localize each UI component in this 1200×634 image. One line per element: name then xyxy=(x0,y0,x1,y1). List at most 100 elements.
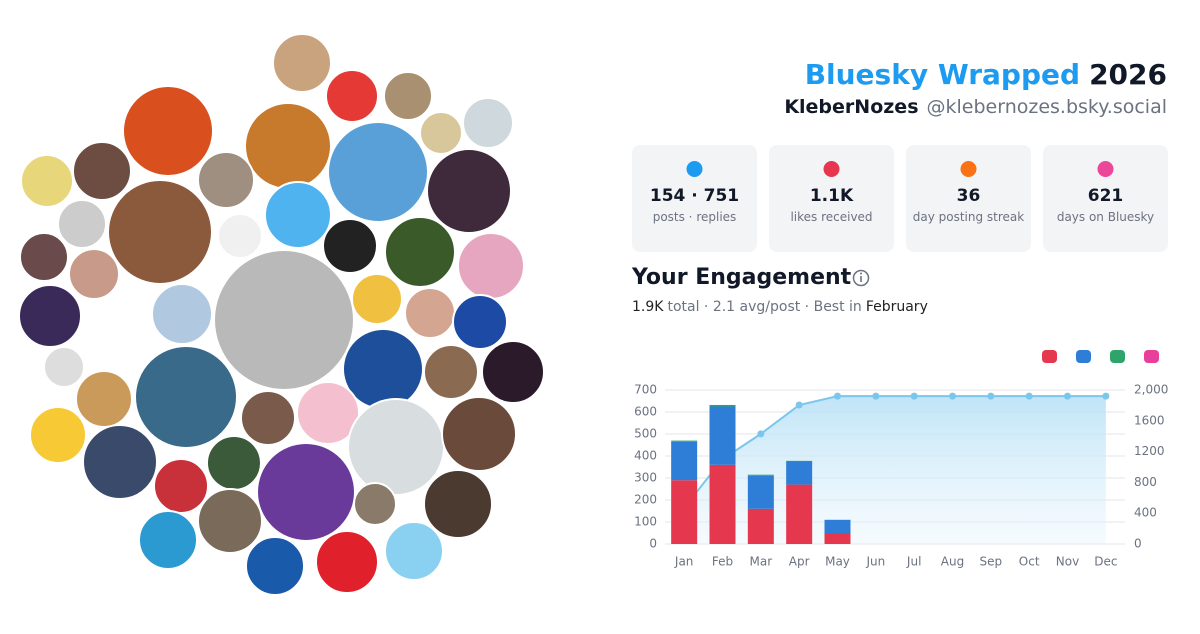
stat-icon xyxy=(960,161,977,177)
y-tick-label: 500 xyxy=(634,427,657,441)
avatar xyxy=(272,33,332,93)
avatar xyxy=(256,442,356,542)
legend-icon xyxy=(1042,350,1057,363)
stat-card xyxy=(1043,145,1168,252)
bar-segment xyxy=(824,519,851,533)
avatar xyxy=(82,424,158,500)
x-tick-label: May xyxy=(825,555,850,569)
y2-tick-label: 1600 xyxy=(1134,413,1165,427)
avatar xyxy=(107,179,213,285)
line-point xyxy=(1025,392,1033,400)
avatar xyxy=(134,345,238,449)
stat-value: 36 xyxy=(957,186,981,206)
avatar xyxy=(264,181,332,249)
stat-label: likes received xyxy=(790,210,872,224)
legend-icon xyxy=(1076,350,1091,363)
x-tick-label: Jul xyxy=(906,555,921,569)
avatar xyxy=(151,283,213,345)
avatar xyxy=(351,273,403,325)
stat-card xyxy=(769,145,894,252)
bar-segment xyxy=(747,474,774,476)
info-icon xyxy=(852,269,870,287)
avatar xyxy=(322,218,378,274)
y2-tick-label: 2,000 xyxy=(1134,383,1168,397)
title: Bluesky Wrapped 2026 xyxy=(805,58,1167,91)
avatar-cloud xyxy=(18,33,545,596)
avatar xyxy=(404,287,456,339)
stat-icon xyxy=(686,161,703,177)
title-text: Bluesky Wrapped xyxy=(805,58,1080,91)
avatar xyxy=(452,294,508,350)
x-tick-label: Aug xyxy=(941,555,964,569)
year: 2026 xyxy=(1089,58,1167,91)
y-tick-label: 400 xyxy=(634,449,657,463)
bar-segment xyxy=(709,406,736,465)
avatar xyxy=(462,97,514,149)
avatar xyxy=(426,148,512,234)
bar-segment xyxy=(709,464,736,544)
line-point xyxy=(987,392,995,400)
stat-value: 621 xyxy=(1088,186,1124,206)
bar-segment xyxy=(747,508,774,544)
legend-icon xyxy=(1144,350,1159,363)
avatar xyxy=(197,151,255,209)
best-month: February xyxy=(866,299,928,315)
avatar xyxy=(213,249,355,391)
avatar xyxy=(423,344,479,400)
stats: 154 · 751 posts · replies 1.1K likes receiv… xyxy=(632,145,1168,252)
avatar xyxy=(384,216,456,288)
bar-segment xyxy=(786,460,813,462)
avatar xyxy=(79,295,155,371)
legend-icon xyxy=(1110,350,1125,363)
avatar xyxy=(197,488,263,554)
stat-label: days on Bluesky xyxy=(1057,210,1154,224)
line xyxy=(683,395,1106,509)
line-point xyxy=(1064,392,1071,400)
avatar xyxy=(29,406,87,464)
avatar xyxy=(325,69,379,123)
avatar xyxy=(423,469,493,539)
bar-segment xyxy=(671,440,698,442)
x-tick-label: Mar xyxy=(750,555,773,569)
engagement-summary: 1.9K total · 2.1 avg/post · Best in Februa… xyxy=(632,299,928,315)
avatar xyxy=(315,530,379,594)
x-tick-label: Apr xyxy=(789,555,810,569)
avatar xyxy=(481,340,545,404)
y2-tick-label: 400 xyxy=(1134,506,1157,520)
avatar xyxy=(217,213,263,259)
avatar xyxy=(240,390,296,446)
y-tick-label: 700 xyxy=(634,383,657,397)
avatar xyxy=(57,199,107,249)
stat-label: day posting streak xyxy=(913,210,1025,224)
line-point xyxy=(1102,392,1110,400)
x-tick-label: Dec xyxy=(1094,555,1117,569)
avatar xyxy=(384,521,444,581)
stat-icon xyxy=(823,161,840,177)
y-tick-label: 0 xyxy=(649,537,657,551)
line-layer xyxy=(680,392,1110,544)
avatar xyxy=(244,102,332,190)
avatar xyxy=(68,248,120,300)
line-point xyxy=(795,401,803,409)
y-tick-label: 200 xyxy=(634,493,657,507)
avatar xyxy=(457,232,525,300)
avatar xyxy=(72,141,132,201)
avatar xyxy=(153,458,209,514)
y-tick-label: 300 xyxy=(634,471,657,485)
avatar xyxy=(296,381,360,445)
display-name: KleberNozes xyxy=(784,96,918,118)
section-title: Your Engagement xyxy=(631,265,852,290)
bar-segment xyxy=(747,475,774,509)
stat-value: 1.1K xyxy=(810,186,854,206)
avatar xyxy=(327,121,429,223)
bar-segment xyxy=(671,441,698,481)
bar-segment xyxy=(709,404,736,407)
stat-value: 154 · 751 xyxy=(650,186,739,206)
avatar xyxy=(19,232,69,282)
avatar xyxy=(419,111,463,155)
y2-tick-label: 800 xyxy=(1134,475,1157,489)
bar-layer xyxy=(671,404,851,544)
x-tick-label: Oct xyxy=(1019,555,1040,569)
avatar xyxy=(138,510,198,570)
user: KleberNozes @klebernozes.bsky.social xyxy=(784,96,1167,118)
